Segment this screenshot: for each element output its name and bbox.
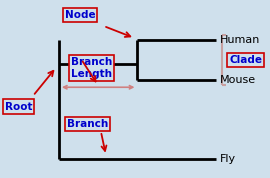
- Text: Fly: Fly: [220, 154, 236, 164]
- Text: Branch
Length: Branch Length: [71, 57, 112, 79]
- Text: Root: Root: [5, 101, 32, 112]
- Text: Node: Node: [65, 10, 95, 20]
- Text: Clade: Clade: [229, 55, 262, 65]
- Text: Mouse: Mouse: [220, 75, 256, 85]
- Text: Human: Human: [220, 35, 260, 45]
- Text: Branch: Branch: [67, 119, 108, 129]
